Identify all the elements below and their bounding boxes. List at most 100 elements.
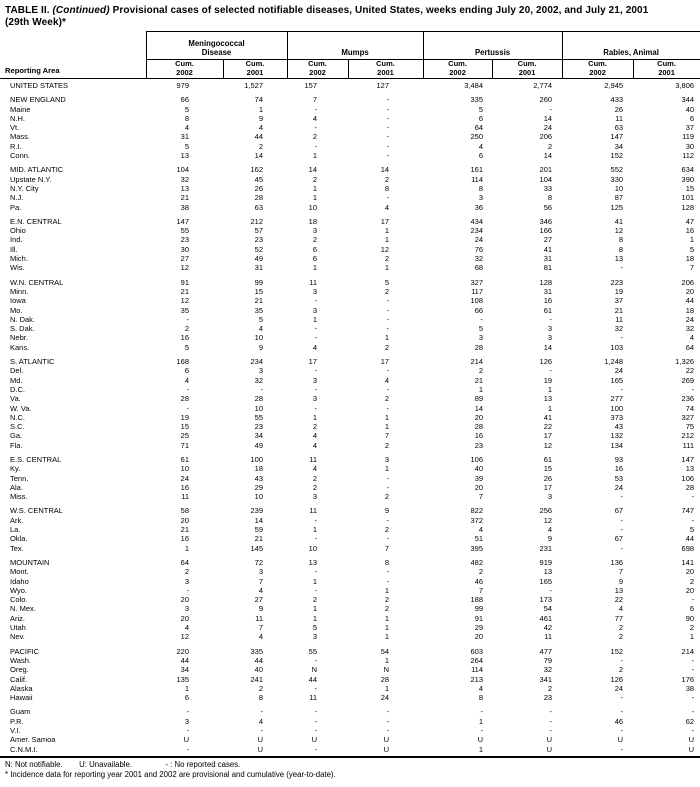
value-cell: 103 — [610, 342, 624, 352]
value-cell: 32 — [685, 324, 695, 334]
value-cell: 17 — [543, 431, 553, 441]
value-cell: 241 — [250, 674, 264, 684]
value-cell: 8 — [184, 113, 189, 123]
table-row: PACIFIC 220 335 55 54 603 477 152 214 — [0, 647, 700, 656]
value-cell: 99 — [254, 277, 264, 287]
value-cell: - — [186, 707, 190, 717]
value-cell: 335 — [250, 646, 264, 656]
value-cell: 5 — [384, 277, 390, 287]
value-cell: 20 — [180, 515, 189, 525]
value-cell: - — [620, 655, 624, 665]
value-cell: 1 — [547, 384, 553, 394]
value-cell: 2,774 — [533, 81, 553, 90]
value-cell: 20 — [685, 585, 695, 595]
value-cell: 212 — [250, 216, 264, 226]
reporting-area-cell: N. Dak. — [10, 314, 36, 324]
table-title-continued: (Continued) — [52, 5, 110, 16]
value-cell: - — [386, 193, 390, 203]
reporting-area-cell: N.J. — [10, 193, 24, 203]
value-cell: 11 — [615, 113, 624, 123]
reporting-area-cell: Idaho — [10, 576, 29, 586]
value-cell: 17 — [543, 482, 553, 492]
value-cell: 3,806 — [675, 81, 695, 90]
reporting-area-cell: P.R. — [10, 716, 24, 726]
reporting-area-cell: Ga. — [10, 431, 23, 441]
table-row: Amer. Samoa U U U U U U U U — [0, 735, 700, 744]
value-cell: 482 — [470, 557, 484, 567]
value-cell: 7 — [478, 585, 484, 595]
value-cell: 71 — [180, 440, 189, 450]
value-cell: 4 — [258, 716, 264, 726]
value-cell: 63 — [614, 123, 624, 133]
value-cell: 2 — [384, 525, 390, 535]
value-cell: 38 — [685, 683, 695, 693]
table-row: Ga. 25 34 4 7 16 17 132 212 — [0, 431, 700, 440]
value-cell: 54 — [380, 646, 390, 656]
value-cell: 20 — [685, 567, 695, 577]
value-cell: 327 — [470, 277, 484, 287]
table-row: Nev. 12 4 3 1 20 11 2 1 — [0, 632, 700, 641]
value-cell: 126 — [610, 674, 624, 684]
value-cell: 1 — [384, 632, 390, 642]
value-cell: 37 — [614, 296, 624, 306]
subcol-header: Cum. 2001 — [347, 59, 424, 79]
reporting-area-cell: Kans. — [10, 342, 30, 352]
value-cell: - — [691, 707, 695, 717]
reporting-area-cell: Ala. — [10, 482, 23, 492]
reporting-area-cell: Tex. — [10, 543, 24, 553]
value-cell: 5 — [258, 314, 264, 324]
value-cell: 51 — [474, 534, 484, 544]
value-cell: 4 — [547, 525, 553, 535]
value-cell: 119 — [682, 132, 695, 142]
value-cell: 16 — [543, 296, 553, 306]
value-cell: 106 — [470, 454, 484, 464]
value-cell: 176 — [681, 674, 695, 684]
value-cell: 10 — [254, 492, 264, 502]
value-cell: 40 — [685, 104, 695, 114]
value-cell: 9 — [547, 534, 553, 544]
value-cell: 87 — [614, 193, 624, 203]
value-cell: 1 — [384, 655, 390, 665]
table-row: Oreg. 34 40 N N 114 32 2 - — [0, 665, 700, 674]
value-cell: - — [314, 744, 318, 754]
value-cell: 114 — [471, 665, 484, 675]
value-cell: 2 — [547, 141, 553, 151]
value-cell: 17 — [380, 216, 390, 226]
table-row: Del. 6 3 - - 2 - 24 22 — [0, 366, 700, 375]
value-cell: - — [549, 716, 553, 726]
value-cell: 38 — [180, 202, 189, 212]
value-cell: 4 — [258, 123, 264, 133]
value-cell: 1 — [312, 151, 318, 161]
value-cell: 24 — [614, 482, 624, 492]
table-row: N. Mex. 3 9 1 2 99 54 4 6 — [0, 604, 700, 613]
value-cell: 239 — [250, 506, 264, 516]
value-cell: 114 — [471, 174, 484, 184]
value-cell: 19 — [543, 375, 553, 385]
value-cell: 32 — [180, 174, 189, 184]
table-row: V.I. - - - - - - - - — [0, 726, 700, 735]
value-cell: 250 — [470, 132, 484, 142]
value-cell: 89 — [474, 394, 484, 404]
value-cell: U — [477, 735, 484, 745]
value-cell: 4 — [478, 525, 484, 535]
value-cell: 21 — [180, 525, 189, 535]
value-cell: - — [314, 515, 318, 525]
group-header-mumps: Mumps — [286, 31, 424, 60]
value-cell: 15 — [543, 464, 553, 474]
value-cell: 14 — [254, 151, 264, 161]
reporting-area-cell: Upstate N.Y. — [10, 174, 52, 184]
value-cell: 4 — [384, 375, 390, 385]
value-cell: 634 — [681, 165, 695, 175]
value-cell: 79 — [543, 655, 553, 665]
value-cell: 16 — [180, 534, 189, 544]
value-cell: 6 — [478, 113, 484, 123]
value-cell: 3 — [312, 375, 318, 385]
value-cell: 162 — [250, 165, 264, 175]
value-cell: 10 — [614, 183, 624, 193]
value-cell: 9 — [384, 506, 390, 516]
table-row: R.I. 5 2 - - 4 2 34 30 — [0, 142, 700, 151]
value-cell: 7 — [618, 567, 624, 577]
reporting-area-cell: Amer. Samoa — [10, 735, 56, 745]
value-cell: - — [386, 305, 390, 315]
value-cell: 40 — [474, 464, 484, 474]
